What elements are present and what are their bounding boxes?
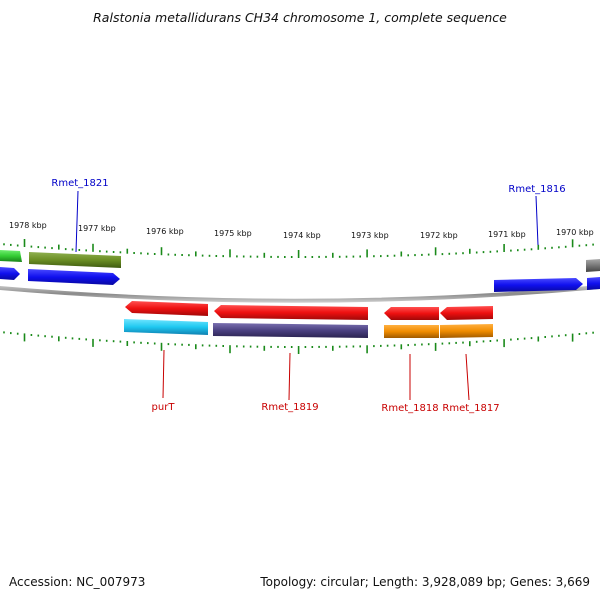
gene-rmet-1818-feature[interactable] <box>384 325 439 338</box>
gene-label-rmet-1816[interactable]: Rmet_1816 <box>508 184 565 195</box>
label-leader-lines <box>75 190 539 401</box>
leader-line <box>162 349 165 399</box>
reverse-strand-features <box>124 301 493 338</box>
gene-label-rmet-1819[interactable]: Rmet_1819 <box>261 402 318 413</box>
gene-arrow-forward-edge[interactable] <box>587 277 600 290</box>
gene-rmet-1818-arrow[interactable] <box>384 307 439 320</box>
chromosome-backbone <box>0 285 600 303</box>
leader-line <box>535 195 539 246</box>
gene-label-rmet-1817[interactable]: Rmet_1817 <box>442 403 499 414</box>
tick-label: 1971 kbp <box>488 230 526 239</box>
gene-rmet-1816-arrow[interactable] <box>494 278 583 292</box>
tick-label: 1976 kbp <box>146 227 184 236</box>
tick-label: 1977 kbp <box>78 224 116 233</box>
gene-purt-feature[interactable] <box>124 319 208 335</box>
gene-rmet-1821-feature[interactable] <box>29 252 121 268</box>
gene-label-purt[interactable]: purT <box>152 402 176 413</box>
leader-line <box>288 352 291 401</box>
accession-text: Accession: NC_007973 <box>9 575 146 589</box>
ruler-tick-labels: 1978 kbp 1977 kbp 1976 kbp 1975 kbp 1974… <box>9 221 594 240</box>
gene-purt-arrow[interactable] <box>125 301 208 316</box>
gene-label-rmet-1821[interactable]: Rmet_1821 <box>51 178 108 189</box>
gene-rmet-1819-arrow[interactable] <box>214 305 368 320</box>
tick-label: 1970 kbp <box>556 228 594 237</box>
gene-feature-lime[interactable] <box>0 250 22 262</box>
tick-label: 1972 kbp <box>420 231 458 240</box>
forward-strand-features <box>0 250 600 292</box>
tick-label: 1974 kbp <box>283 231 321 240</box>
gene-arrow-forward[interactable] <box>0 267 20 280</box>
gene-label-rmet-1818[interactable]: Rmet_1818 <box>381 403 438 414</box>
gene-rmet-1817-arrow[interactable] <box>440 306 493 320</box>
tick-label: 1973 kbp <box>351 231 389 240</box>
inner-ruler-ticks <box>3 331 594 354</box>
leader-line <box>75 190 79 253</box>
gene-rmet-1821-arrow[interactable] <box>28 269 120 285</box>
gene-rmet-1817-feature[interactable] <box>440 324 493 338</box>
tick-label: 1975 kbp <box>214 229 252 238</box>
page-title: Ralstonia metallidurans CH34 chromosome … <box>93 10 507 25</box>
tick-label: 1978 kbp <box>9 221 47 230</box>
gene-feature-grey[interactable] <box>586 259 600 272</box>
gene-rmet-1819-feature[interactable] <box>213 323 368 338</box>
leader-line <box>465 353 470 401</box>
topology-info-text: Topology: circular; Length: 3,928,089 bp… <box>260 575 590 589</box>
outer-ruler-ticks <box>3 239 594 258</box>
gene-labels: Rmet_1821 Rmet_1816 purT Rmet_1819 Rmet_… <box>51 178 565 414</box>
